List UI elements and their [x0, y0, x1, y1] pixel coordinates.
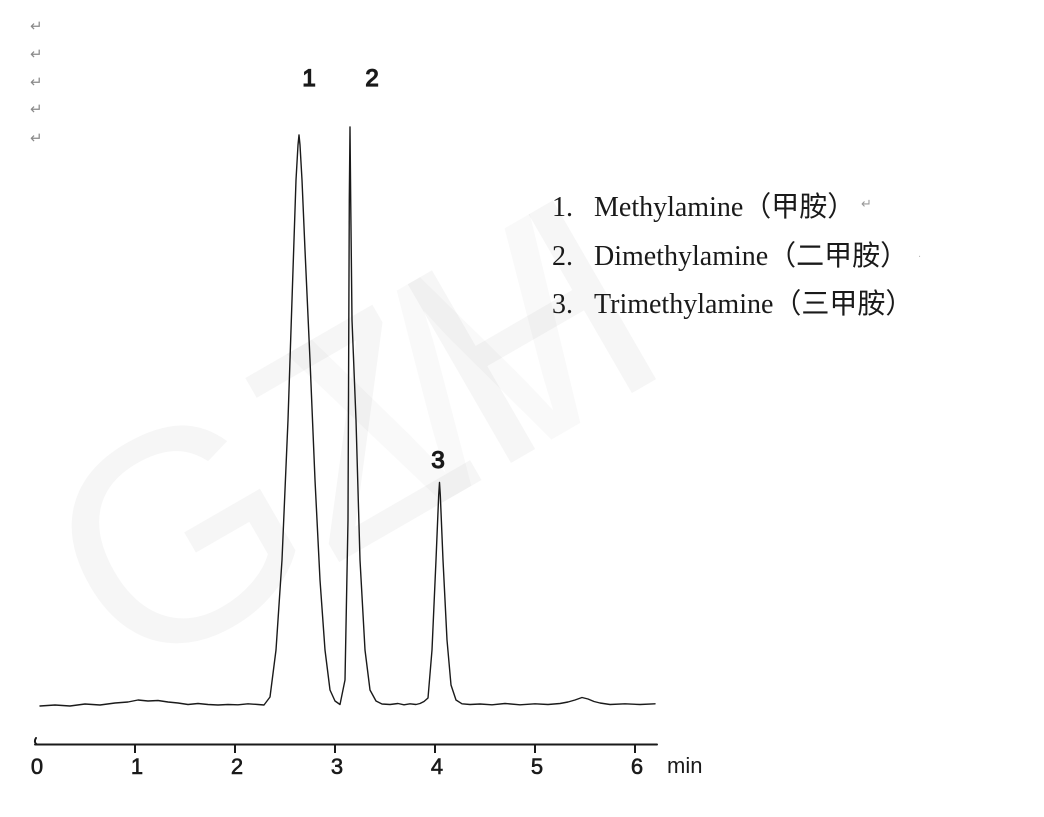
svg-text:↵: ↵ [30, 46, 43, 63]
svg-text:↵: ↵ [30, 18, 43, 35]
svg-text:↵: ↵ [861, 196, 872, 211]
svg-text:.: . [918, 248, 921, 260]
svg-text:↵: ↵ [30, 74, 43, 91]
svg-text:↵: ↵ [30, 101, 43, 118]
svg-text:↵: ↵ [30, 130, 43, 147]
